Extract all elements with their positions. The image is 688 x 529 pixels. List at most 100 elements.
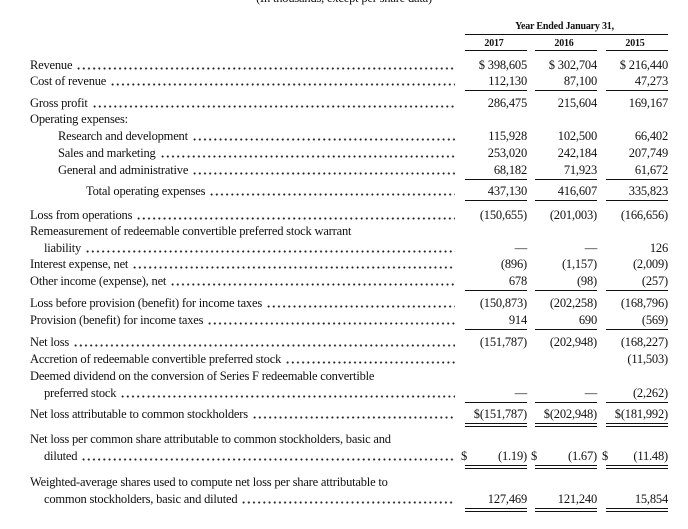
row-label: Loss before provision (benefit) for inco… [30,296,455,311]
value-cell: 242,184 [557,146,597,160]
label-text: Loss from operations [30,208,133,222]
value-cell: $ 216,440 [619,58,668,72]
dot-leader [159,155,455,158]
value-cell: 253,020 [487,146,527,160]
label-text: Deemed dividend on the conversion of Ser… [30,369,375,383]
row-label: Net loss attributable to common stockhol… [30,407,455,422]
value-cell: (151,787) [479,335,527,349]
double-rule [606,423,668,427]
value-cell: — [514,240,528,255]
value-cell: $ (11.48) [602,449,668,464]
dot-leader [136,217,455,220]
value-cell: (166,656) [620,208,668,222]
value-cell: (201,003) [549,208,597,222]
row-label: Other income (expense), net [30,274,455,289]
label-text: preferred stock [44,385,117,400]
currency-symbol: $ [461,448,468,463]
value-cell: (569) [641,313,668,327]
dot-leader [207,322,455,325]
header-rule [465,34,668,35]
value-cell: 15,854 [634,491,668,506]
dot-leader [170,283,455,286]
value-cell: 690 [578,313,597,327]
label-text: liability [44,240,82,255]
total-rule [465,90,527,91]
currency-symbol: $ [602,448,609,463]
label-text: Revenue [30,58,73,72]
value-cell: (98) [576,274,597,288]
dot-leader [81,457,455,461]
label-text: Sales and marketing [58,146,156,160]
label-text: Cost of revenue [30,74,107,88]
value-cell: $(202,948) [543,407,597,421]
total-rule [465,329,527,330]
total-rule [606,329,668,330]
row-label: Deemed dividend on the conversion of Ser… [30,369,455,384]
row-label: Provision (benefit) for income taxes [30,313,455,328]
value-cell: (202,948) [549,335,597,349]
value-cell: 215,604 [557,96,597,110]
total-rule [606,290,668,291]
row-label: Research and development [58,129,455,144]
row-label: common stockholders, basic and diluted [44,492,455,507]
value-cell: 169,167 [628,96,668,110]
value-cell: 66,402 [634,129,668,143]
total-rule [465,401,527,403]
value-cell: $ (1.67) [531,449,597,464]
row-label: Accretion of redeemable convertible pref… [30,352,455,367]
row-label: Net loss [30,335,455,350]
label-text: Net loss [30,335,70,349]
value-cell: 335,823 [628,184,668,198]
double-rule [606,464,668,469]
label-text: diluted [44,448,78,463]
value-cell: 121,240 [557,491,597,506]
row-label: diluted [44,449,455,464]
label-text: Remeasurement of redeemable convertible … [30,224,352,238]
total-rule [535,401,597,403]
value-cell: (257) [641,274,668,288]
value-cell: — [514,385,528,400]
row-label: Remeasurement of redeemable convertible … [30,224,455,239]
dot-leader [285,361,455,364]
value-cell: $ 398,605 [478,58,527,72]
dot-leader [251,416,455,419]
row-label: Weighted-average shares used to compute … [30,475,455,490]
value-cell: (2,262) [632,385,668,400]
value-cell: $(181,992) [614,407,668,421]
row-label: Sales and marketing [58,146,455,161]
subtitle: (In thousands, except per share data) [0,0,688,6]
total-rule [535,329,597,330]
total-rule [606,90,668,91]
row-label: Net loss per common share attributable t… [30,432,455,447]
value-cell: 87,100 [563,74,597,88]
year-rule [606,50,668,51]
value-cell: (168,227) [620,335,668,349]
label-text: Accretion of redeemable convertible pref… [30,352,282,366]
dot-leader [73,344,455,347]
label-text: Total operating expenses [86,184,206,198]
label-text: Operating expenses: [30,112,128,126]
value-cell: 61,672 [634,163,668,177]
value-cell: 112,130 [488,74,527,88]
value-cell: (11,503) [627,352,668,366]
amount: (11.48) [633,448,668,463]
total-rule [606,179,668,180]
row-label: Cost of revenue [30,74,455,89]
label-text: Research and development [58,129,188,143]
total-rule [465,290,527,291]
total-rule [535,179,597,180]
value-cell: 437,130 [487,184,527,198]
double-rule [465,507,527,512]
row-label: Loss from operations [30,208,455,223]
label-text: Provision (benefit) for income taxes [30,313,204,327]
dot-leader [241,500,455,504]
total-rule [535,200,597,201]
value-cell: (150,873) [479,296,527,310]
value-cell: (150,655) [479,208,527,222]
dot-leader [91,105,455,108]
row-label: General and administrative [58,163,455,178]
dot-leader [266,305,455,308]
double-rule [535,507,597,512]
value-cell: 286,475 [487,96,527,110]
